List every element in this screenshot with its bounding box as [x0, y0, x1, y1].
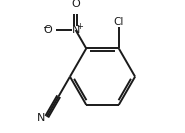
- Text: O: O: [71, 0, 80, 9]
- Text: +: +: [76, 22, 83, 31]
- Text: N: N: [71, 25, 80, 35]
- Text: −: −: [43, 23, 51, 33]
- Text: N: N: [36, 113, 45, 123]
- Text: O: O: [44, 25, 52, 35]
- Text: Cl: Cl: [114, 16, 124, 26]
